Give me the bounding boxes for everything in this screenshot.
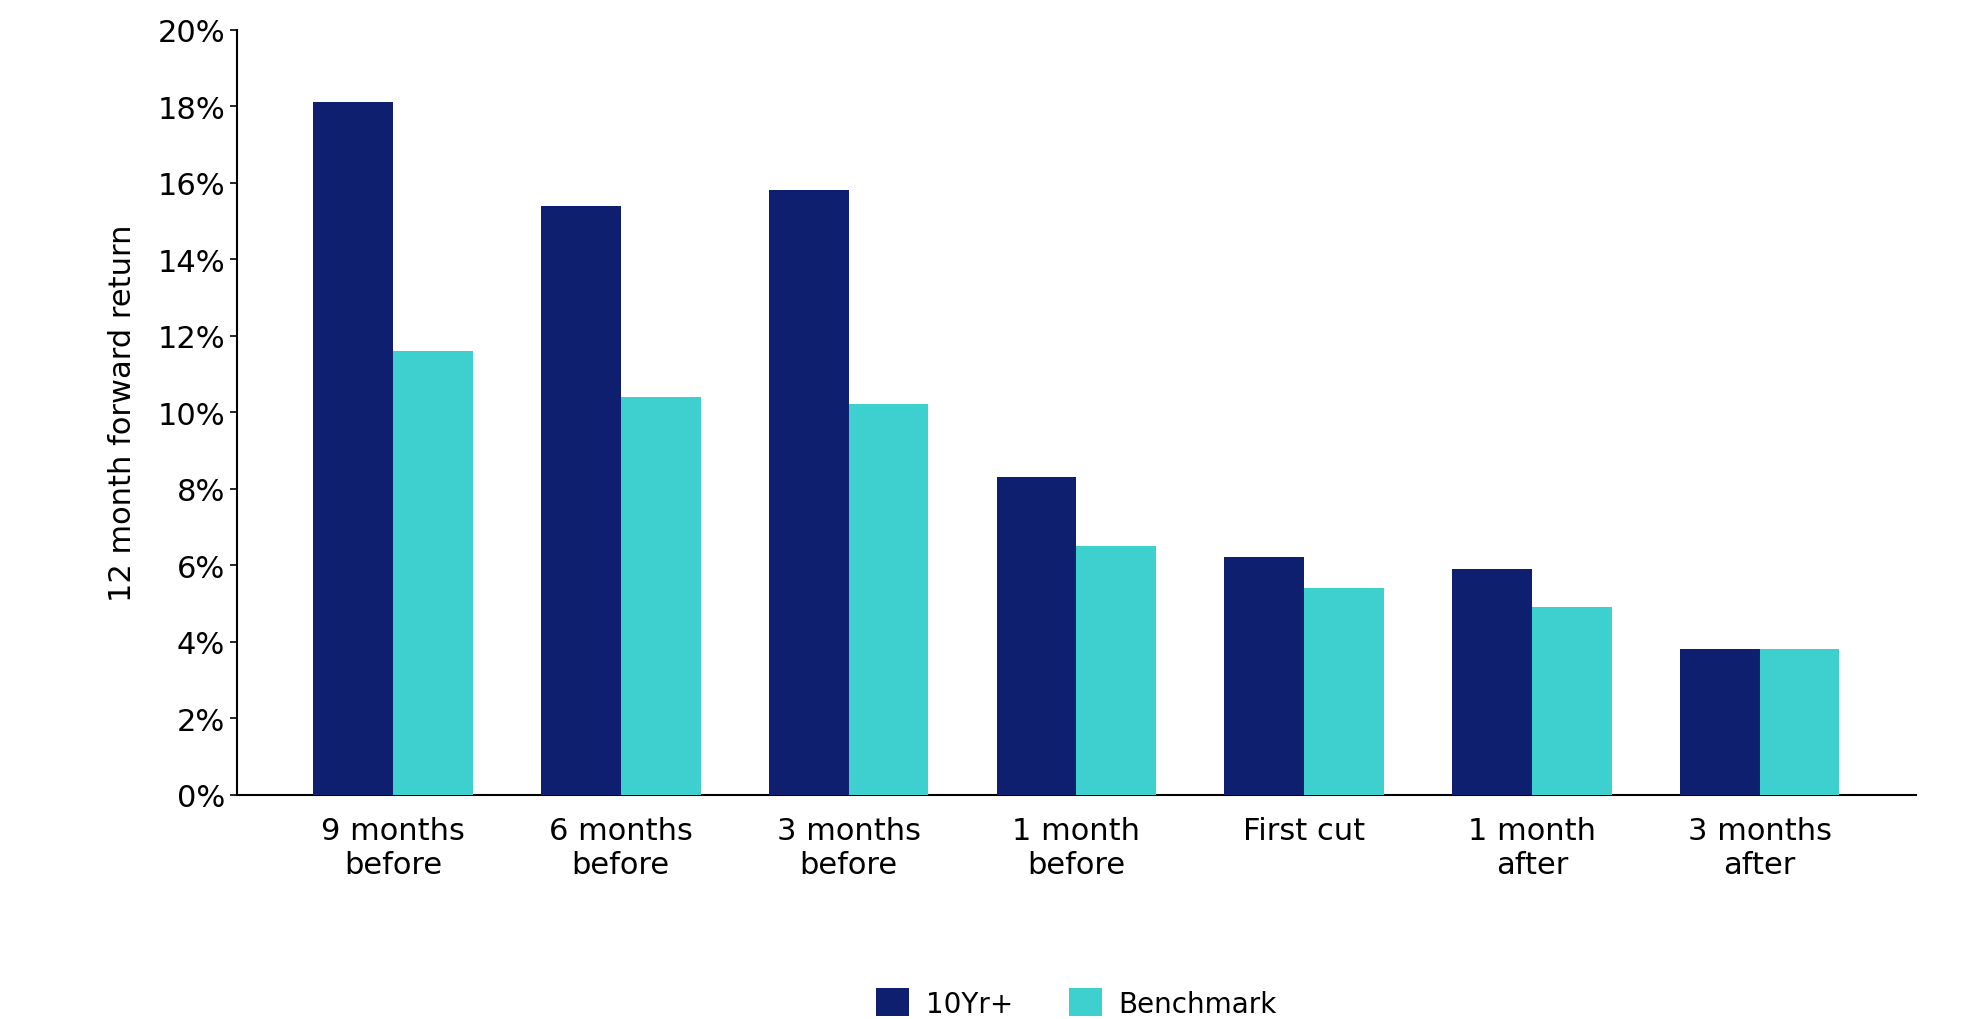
Bar xyxy=(1304,588,1384,795)
Bar xyxy=(541,206,620,795)
Bar xyxy=(1452,570,1533,795)
Bar xyxy=(1760,650,1839,795)
Bar xyxy=(620,397,701,795)
Bar xyxy=(314,103,393,795)
Y-axis label: 12 month forward return: 12 month forward return xyxy=(107,224,136,601)
Bar xyxy=(997,478,1076,795)
Bar xyxy=(1076,546,1155,795)
Bar xyxy=(1681,650,1760,795)
Bar xyxy=(768,191,849,795)
Bar xyxy=(393,352,472,795)
Bar xyxy=(1533,607,1612,795)
Legend: 10Yr+, Benchmark: 10Yr+, Benchmark xyxy=(865,977,1288,1019)
Bar xyxy=(1224,557,1304,795)
Bar xyxy=(849,406,928,795)
